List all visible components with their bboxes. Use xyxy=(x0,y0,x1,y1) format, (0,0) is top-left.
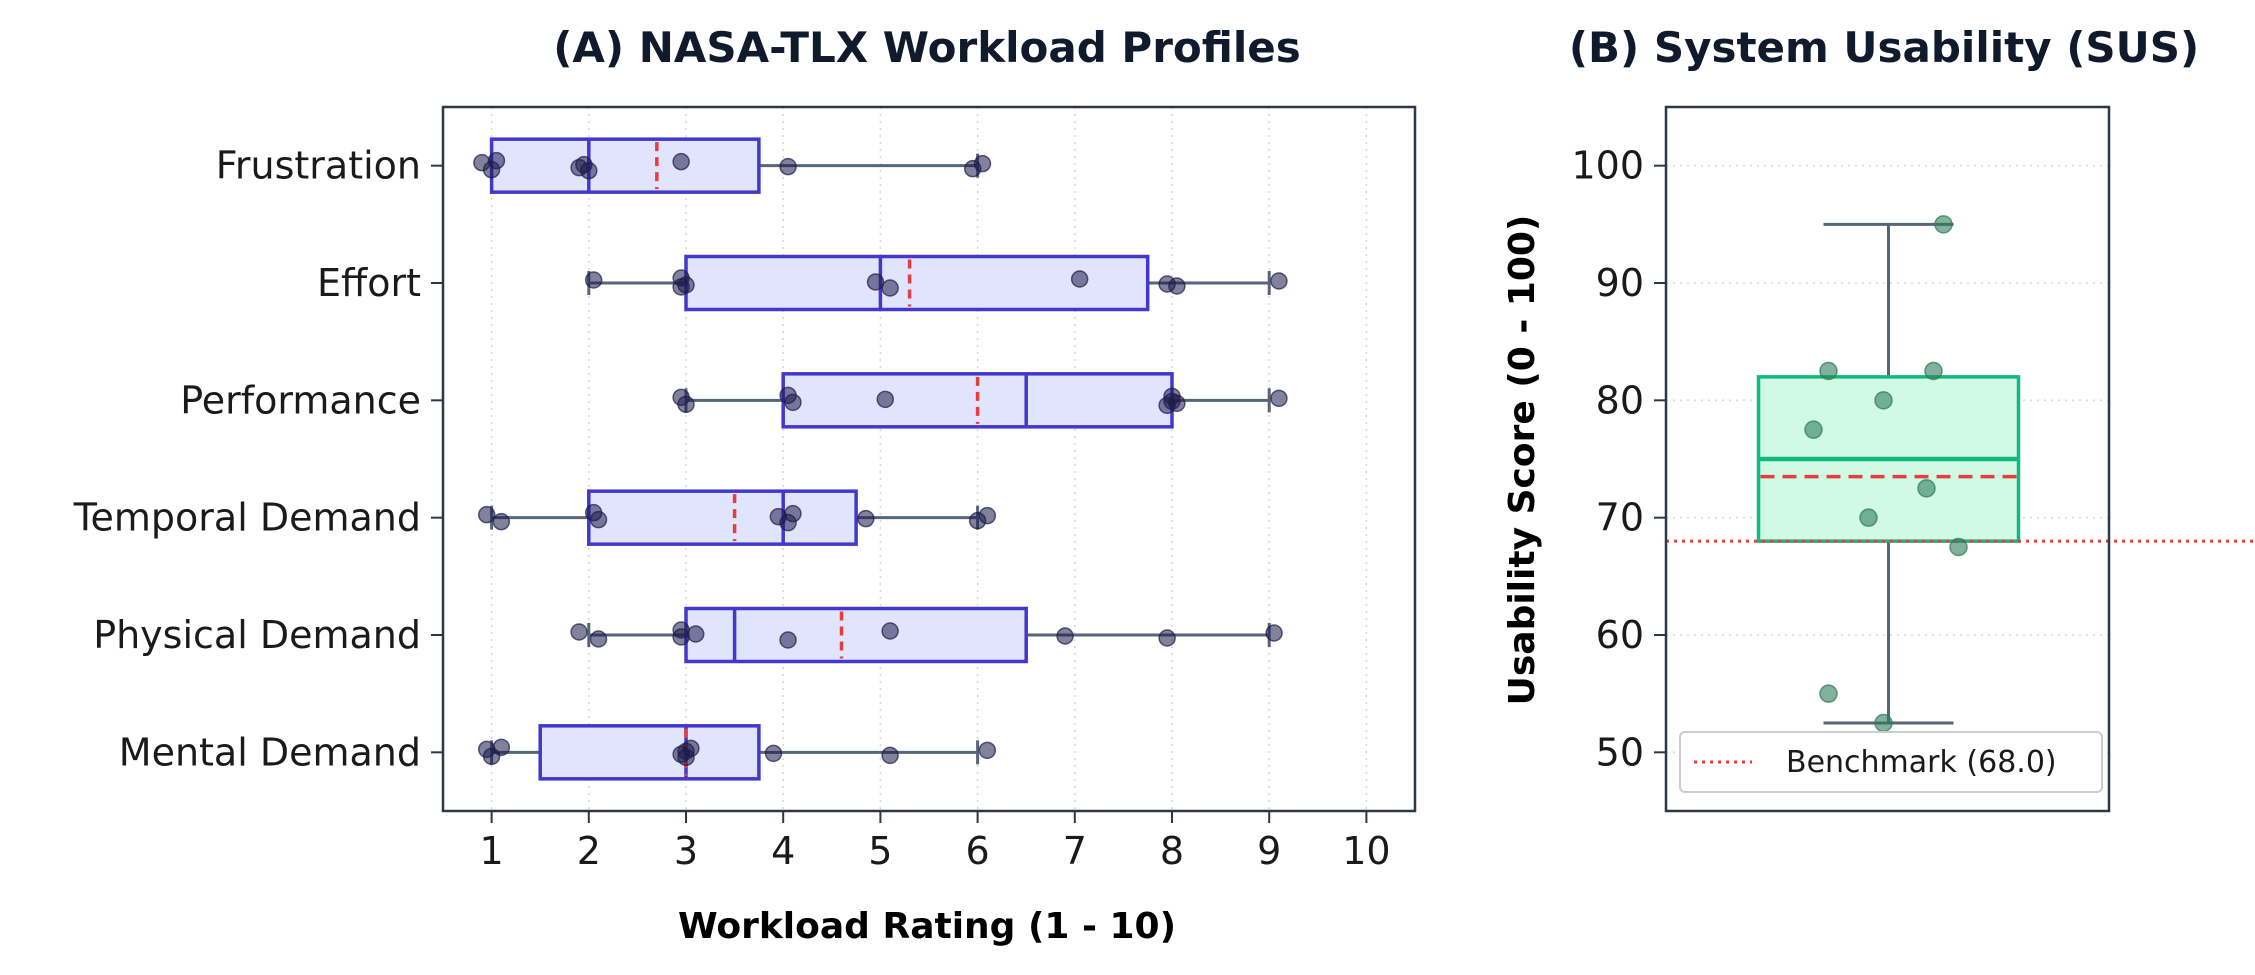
legend: Benchmark (68.0) xyxy=(1679,731,2103,793)
data-point xyxy=(686,625,705,643)
y-tick-label: Effort xyxy=(317,261,421,305)
panel-a-frame xyxy=(441,105,1417,813)
data-point xyxy=(1168,394,1186,413)
data-point xyxy=(866,273,885,291)
data-point xyxy=(784,504,802,523)
y-tick-label: 100 xyxy=(1571,144,1644,188)
y-tick-label: 50 xyxy=(1596,730,1644,774)
data-point xyxy=(477,505,496,524)
x-tick-label: 5 xyxy=(868,829,892,873)
data-point xyxy=(1265,624,1283,642)
y-tick-label: Mental Demand xyxy=(119,730,421,774)
data-point xyxy=(881,622,899,640)
data-point xyxy=(1056,627,1074,645)
x-tick-label: 9 xyxy=(1257,829,1281,873)
data-point xyxy=(1168,277,1186,295)
x-tick-label: 4 xyxy=(771,829,795,873)
data-point xyxy=(589,510,608,529)
y-tick-label: 80 xyxy=(1596,378,1644,422)
data-point xyxy=(1874,713,1893,733)
y-tick-label: Temporal Demand xyxy=(73,496,421,540)
legend-benchmark-label: Benchmark (68.0) xyxy=(1786,745,2057,780)
y-tick-label: Frustration xyxy=(216,144,421,188)
legend-box xyxy=(1679,731,2103,793)
data-point xyxy=(881,279,899,297)
data-point xyxy=(492,512,511,531)
x-tick-label: 1 xyxy=(480,829,504,873)
panel-a-x-axis-label: Workload Rating (1 - 10) xyxy=(678,906,1176,947)
data-point xyxy=(492,738,511,757)
data-point xyxy=(584,271,603,289)
data-point xyxy=(857,509,875,528)
data-point xyxy=(1949,537,1968,557)
data-point xyxy=(973,154,992,173)
data-point xyxy=(1804,420,1823,439)
data-point xyxy=(589,630,608,648)
data-point xyxy=(580,161,598,180)
data-point xyxy=(570,623,588,641)
data-point xyxy=(978,506,997,525)
box xyxy=(684,606,1028,664)
data-point xyxy=(978,741,997,760)
data-point xyxy=(881,746,899,765)
data-point xyxy=(1874,391,1893,410)
panel-b-frame xyxy=(1664,105,2111,813)
x-tick-label: 8 xyxy=(1160,829,1184,873)
y-tick-label: 90 xyxy=(1596,261,1644,305)
data-point xyxy=(1070,270,1089,288)
data-point xyxy=(672,152,690,171)
data-point xyxy=(1270,389,1288,408)
panel-b-plot: 50 60 70 80 90 100 Benchmark (68.0) xyxy=(1571,105,2255,813)
panel-b-y-axis-label: Usability Score (0 - 100) xyxy=(1502,215,1543,706)
data-point xyxy=(876,390,895,409)
data-point xyxy=(1270,272,1288,290)
data-point xyxy=(764,744,783,763)
y-tick-label: 70 xyxy=(1596,496,1644,540)
data-point xyxy=(1917,479,1936,498)
data-point xyxy=(677,276,695,294)
data-point xyxy=(677,395,695,414)
data-point xyxy=(784,393,802,412)
box xyxy=(538,724,761,781)
data-point xyxy=(1859,508,1878,527)
data-point xyxy=(779,631,797,649)
panel-b-title: (B) System Usability (SUS) xyxy=(1569,23,2199,72)
panel-a-title: (A) NASA-TLX Workload Profiles xyxy=(553,23,1301,72)
data-point xyxy=(1924,361,1943,381)
data-point xyxy=(1819,361,1838,381)
x-tick-label: 2 xyxy=(577,829,601,873)
data-point xyxy=(1158,629,1176,647)
y-tick-label: 60 xyxy=(1596,613,1644,657)
x-tick-label: 3 xyxy=(674,829,698,873)
data-point xyxy=(682,739,700,758)
data-point xyxy=(1934,215,1953,234)
data-point xyxy=(1819,684,1838,703)
x-tick-label: 7 xyxy=(1063,829,1087,873)
data-point xyxy=(487,151,506,170)
y-tick-label: Performance xyxy=(180,378,421,422)
y-tick-label: Physical Demand xyxy=(93,613,421,657)
panel-a-plot: Mental Demand Physical Demand Temporal Dem… xyxy=(73,105,1417,873)
box xyxy=(489,137,761,194)
box xyxy=(684,254,1150,312)
box xyxy=(587,489,858,546)
data-point xyxy=(779,157,797,176)
x-tick-label: 6 xyxy=(966,829,990,873)
data-point xyxy=(672,628,690,646)
x-tick-label: 10 xyxy=(1342,829,1390,873)
